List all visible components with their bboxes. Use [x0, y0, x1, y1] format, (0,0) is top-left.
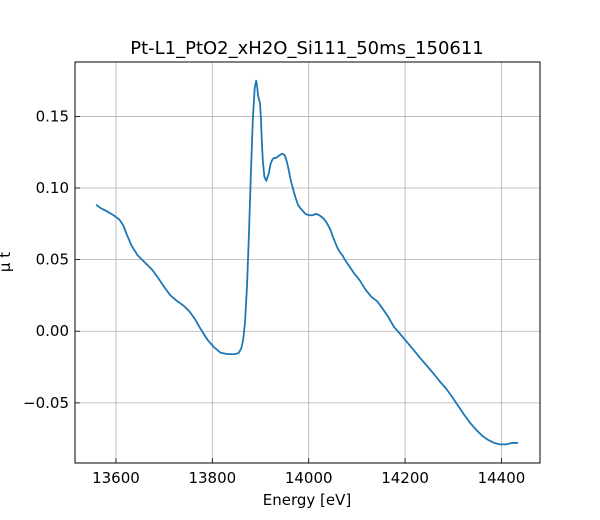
- y-tick-label: 0.05: [36, 251, 69, 269]
- x-tick-label: 14000: [285, 469, 333, 487]
- y-tick-label: −0.05: [23, 394, 69, 412]
- x-axis-ticks: 13600 13800 14000 14200 14400: [92, 458, 525, 487]
- series-line: [95, 79, 519, 446]
- y-axis-label: μ t: [0, 252, 14, 272]
- x-tick-label: 13800: [188, 469, 236, 487]
- y-tick-label: 0.10: [36, 179, 69, 197]
- x-tick-label: 13600: [92, 469, 140, 487]
- x-tick-label: 14200: [381, 469, 429, 487]
- grid: [75, 62, 540, 463]
- x-tick-label: 14400: [478, 469, 526, 487]
- y-tick-label: 0.00: [36, 322, 69, 340]
- chart-title: Pt-L1_PtO2_xH2O_Si111_50ms_150611: [130, 38, 484, 59]
- y-axis-ticks: −0.05 0.00 0.05 0.10 0.15: [23, 107, 80, 412]
- x-axis-label: Energy [eV]: [263, 491, 351, 509]
- y-tick-label: 0.15: [36, 107, 69, 125]
- plot-frame: [74, 61, 541, 464]
